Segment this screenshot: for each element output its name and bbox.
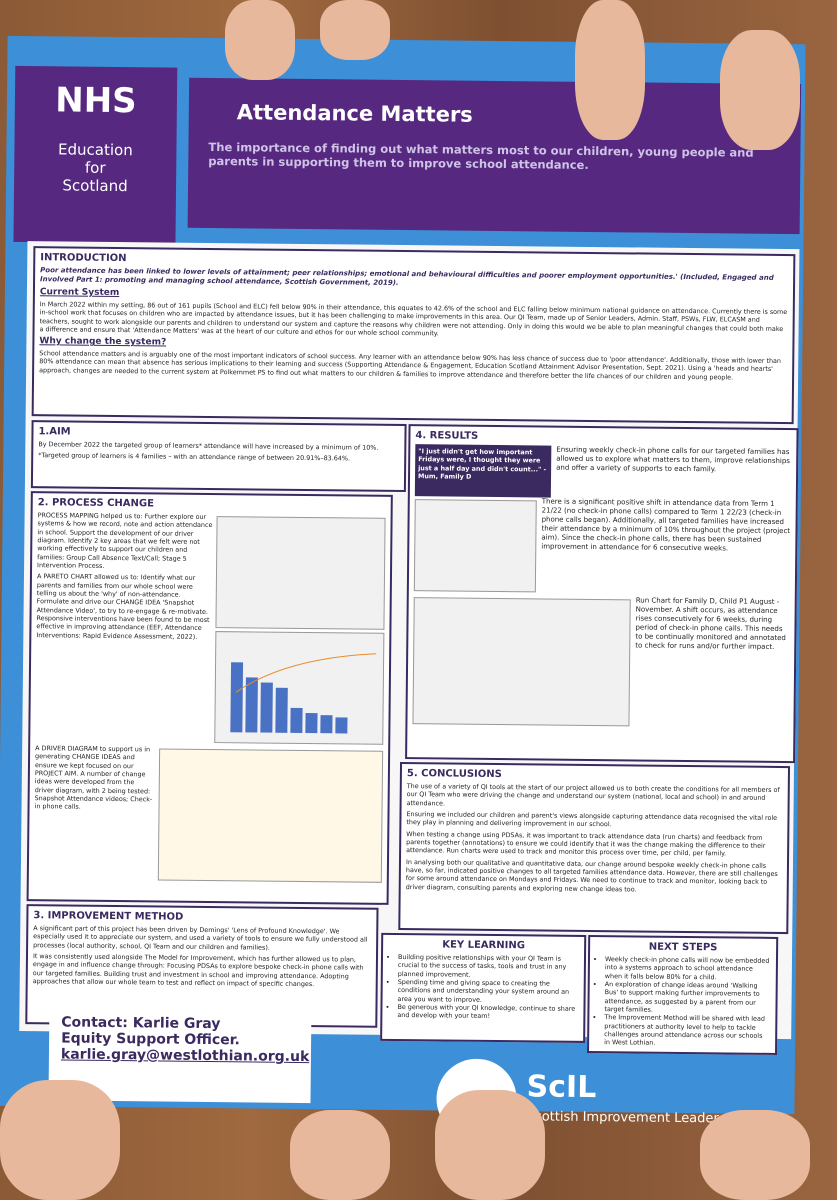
title: Attendance Matters [236,100,473,127]
text: By December 2022 the targeted group of l… [38,440,379,452]
hand [720,30,800,150]
text: It was consistently used alongside The M… [32,952,364,989]
text: Run Chart for Family D, Child P1 August … [635,596,786,652]
heading: NEXT STEPS [648,941,718,954]
heading: KEY LEARNING [442,939,525,952]
hand [290,1110,390,1200]
results: 4. RESULTS "I just didn't get how import… [405,424,799,764]
aim: 1.AIM By December 2022 the targeted grou… [30,420,407,493]
pareto-chart-image [214,631,385,745]
text: Weekly check-in phone calls will now be … [605,955,771,982]
title-banner: Attendance Matters The importance of fin… [187,77,802,235]
text: A significant part of this project has b… [33,924,368,952]
hand [320,0,390,60]
text: Ensuring we included our children and pa… [406,810,778,829]
scil-full: Scottish Improvement Leader [526,1109,719,1127]
text: The Improvement Method will be shared wi… [604,1013,770,1048]
process-map-image [215,516,386,630]
text: *Targeted group of learners is 4 familie… [38,451,351,463]
text: There is a significant positive shift in… [541,497,791,553]
text: In March 2022 within my setting, 86 out … [39,300,788,338]
scil-name: ScIL [526,1069,597,1106]
quote: "I just didn't get how important Fridays… [414,444,552,498]
heading: 2. PROCESS CHANGE [37,497,155,510]
conclusions: 5. CONCLUSIONS The use of a variety of Q… [398,762,791,935]
driver-diagram-image [157,748,384,883]
logo-text: NHS [55,80,137,122]
key-learning: KEY LEARNING Building positive relations… [380,932,587,1043]
hand [225,0,295,80]
pareto-graphic [230,653,377,734]
heading: 1.AIM [38,426,71,438]
text: Be generous with your QI knowledge, cont… [397,1003,578,1022]
nhs-logo: NHS Education for Scotland [13,65,178,244]
text: A PARETO CHART allowed us to: Identify w… [36,572,210,641]
text: Ensuring weekly check-in phone calls for… [556,445,791,474]
logo-text: Scotland [62,176,128,196]
run-chart-image [412,597,631,727]
text: An exploration of change ideas around 'W… [604,980,770,1015]
text: Building positive relationships with you… [398,953,579,980]
heading: 4. RESULTS [415,430,479,442]
logo-text: for [84,158,106,177]
text: Spending time and giving space to creati… [398,978,579,1005]
hand [435,1090,545,1200]
heading: 3. IMPROVEMENT METHOD [33,910,184,923]
hand [700,1110,810,1200]
text: PROCESS MAPPING helped us to: Further ex… [37,511,213,570]
logo-text: Education [58,140,133,160]
text: In analysing both our qualitative and qu… [405,857,778,894]
hand [0,1080,120,1200]
poster: NHS Education for Scotland Attendance Ma… [0,35,806,1140]
text: When testing a change using PDSAs, it wa… [406,829,766,858]
subtitle: The importance of finding out what matte… [208,139,754,172]
introduction: INTRODUCTION Poor attendance has been li… [31,246,796,425]
bar-chart-image [413,499,537,593]
hand [575,0,645,140]
text: A DRIVER DIAGRAM to support us in genera… [34,744,153,811]
heading: 5. CONCLUSIONS [406,768,502,781]
contact-email: karlie.gray@westlothian.org.uk [60,1046,310,1066]
process-change: 2. PROCESS CHANGE PROCESS MAPPING helped… [26,491,393,905]
next-steps: NEXT STEPS Weekly check-in phone calls w… [587,934,779,1055]
text: The use of a variety of QI tools at the … [406,782,780,808]
